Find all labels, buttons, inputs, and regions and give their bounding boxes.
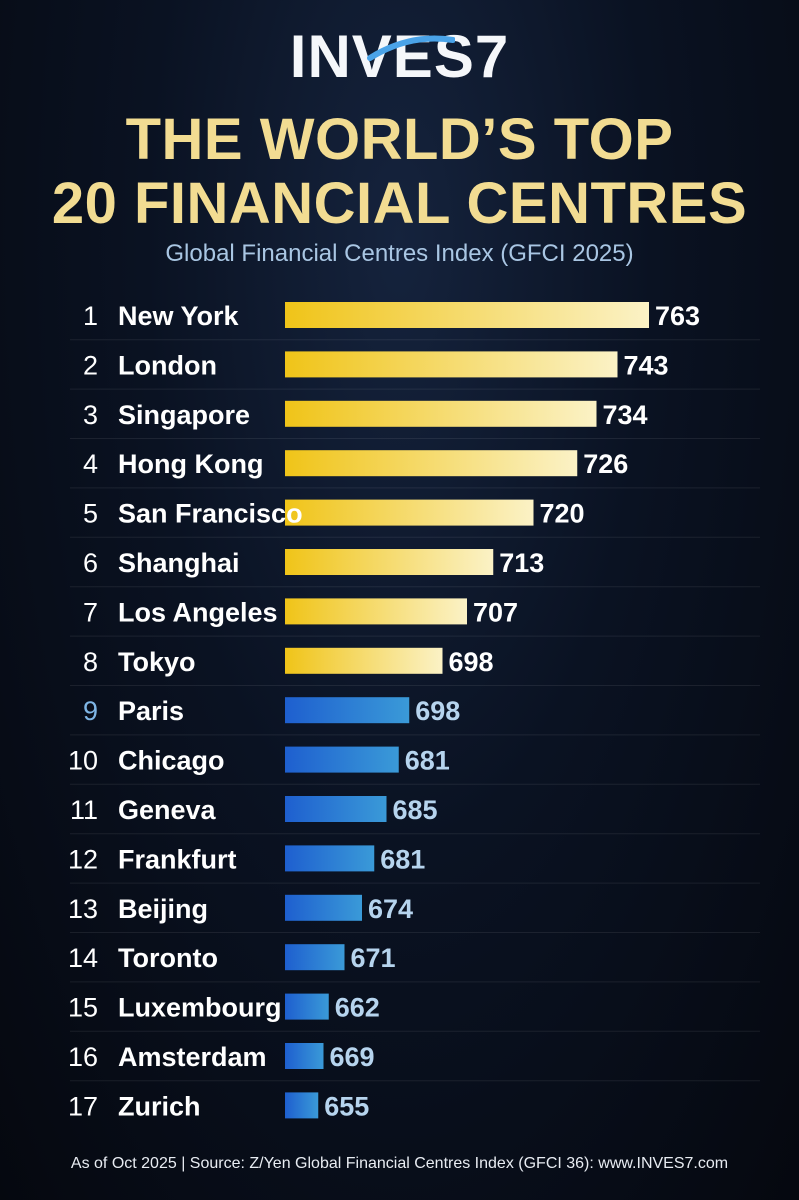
bar (285, 746, 399, 773)
bar (285, 351, 618, 378)
value-label: 674 (368, 894, 413, 924)
value-label: 726 (583, 449, 628, 479)
page-title-line-2: 20 FINANCIAL CENTRES (51, 171, 748, 236)
city-label: Amsterdam (118, 1042, 267, 1072)
city-label: New York (118, 301, 240, 331)
bar (285, 796, 387, 822)
rank-label: 16 (68, 1042, 98, 1072)
value-label: 698 (415, 696, 460, 726)
logo-text: INVES7 (289, 23, 510, 90)
value-label: 720 (540, 499, 585, 529)
bar (285, 1043, 324, 1069)
value-label: 698 (449, 647, 494, 677)
value-label: 671 (351, 943, 396, 973)
bar (285, 697, 410, 724)
rank-label: 17 (68, 1091, 98, 1121)
value-label: 655 (324, 1091, 369, 1121)
value-label: 662 (335, 993, 380, 1023)
city-label: Singapore (118, 400, 250, 430)
rank-label: 6 (83, 548, 98, 578)
value-label: 734 (603, 400, 648, 430)
city-label: Zurich (118, 1091, 201, 1121)
value-label: 685 (393, 795, 438, 825)
city-label: Shanghai (118, 548, 240, 578)
bar (285, 894, 362, 921)
city-label: Los Angeles (118, 597, 278, 627)
city-label: Paris (118, 696, 184, 726)
city-label: London (118, 350, 217, 380)
value-label: 707 (473, 597, 518, 627)
city-label: Tokyo (118, 647, 196, 677)
rank-label: 14 (68, 943, 98, 973)
city-label: Frankfurt (118, 844, 237, 874)
source-footnote: As of Oct 2025 | Source: Z/Yen Global Fi… (70, 1155, 729, 1172)
rank-label: 11 (70, 795, 98, 825)
value-label: 681 (405, 746, 450, 776)
city-label: Toronto (118, 943, 218, 973)
bar (285, 647, 443, 674)
city-label: Luxembourg (118, 993, 282, 1023)
bar (285, 302, 649, 328)
city-label: Hong Kong (118, 449, 263, 479)
rank-label: 15 (68, 993, 98, 1023)
bar (285, 993, 329, 1020)
rank-label: 8 (83, 647, 98, 677)
page-subtitle: Global Financial Centres Index (GFCI 202… (165, 240, 634, 267)
rank-label: 7 (83, 597, 98, 627)
bar (285, 400, 597, 427)
city-label: Geneva (118, 795, 217, 825)
bar (285, 450, 578, 477)
rank-label: 4 (83, 449, 98, 479)
value-label: 713 (499, 548, 544, 578)
logo-swoosh-icon (367, 35, 455, 61)
rank-label: 2 (83, 350, 98, 380)
value-label: 681 (380, 844, 425, 874)
rank-label: 3 (83, 400, 98, 430)
bar (285, 845, 375, 872)
bar (285, 499, 534, 526)
bar-chart: 1 New York 763 2 London 743 3 Singapore 734 4 Hong… (68, 301, 760, 1121)
city-label: Chicago (118, 746, 225, 776)
bar (285, 549, 494, 575)
rank-label: 10 (68, 746, 98, 776)
rank-label: 9 (83, 696, 98, 726)
city-label: San Francisco (118, 499, 303, 529)
bar (285, 944, 345, 971)
city-label: Beijing (118, 894, 208, 924)
value-label: 669 (330, 1042, 375, 1072)
value-label: 743 (624, 350, 669, 380)
page-title-line-1: THE WORLD’S TOP (125, 107, 674, 172)
rank-label: 5 (83, 499, 98, 529)
rank-label: 1 (83, 301, 98, 331)
value-label: 763 (655, 301, 700, 331)
bar (285, 1092, 319, 1119)
bar (285, 598, 467, 625)
brand-logo: INVES7 (0, 22, 799, 91)
rank-label: 13 (68, 894, 98, 924)
rank-label: 12 (68, 844, 98, 874)
